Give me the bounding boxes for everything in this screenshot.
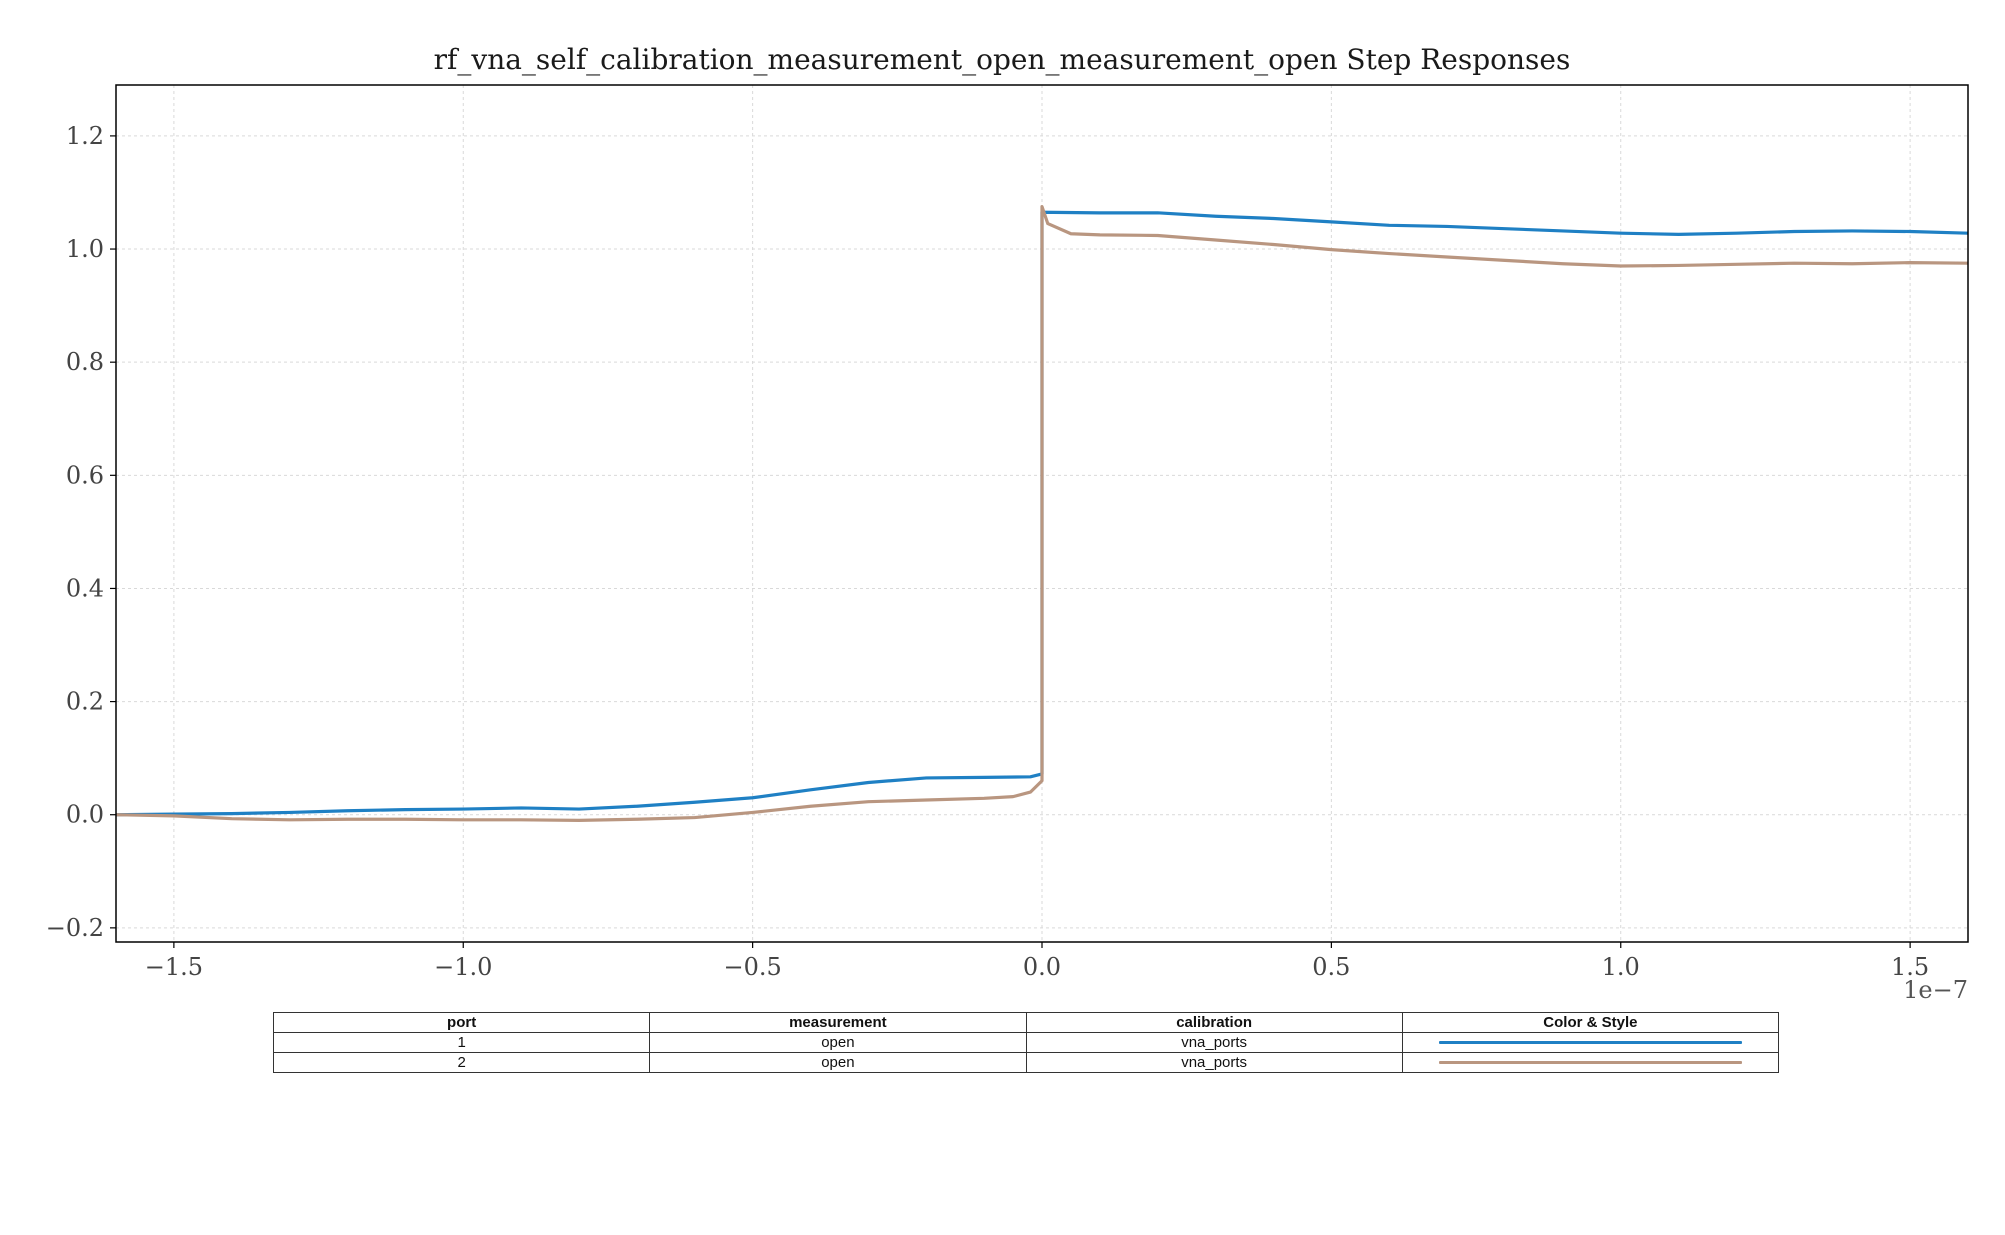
x-tick-label: 0.5 (1312, 953, 1350, 981)
y-tick-label: 0.4 (66, 574, 104, 602)
legend-row: 2 open vna_ports (272, 1052, 1780, 1073)
x-tick-label: 1.5 (1891, 953, 1929, 981)
calibration-cell: vna_ports (1025, 1032, 1403, 1053)
x-axis-offset-label: 1e−7 (1903, 976, 1968, 1000)
header-calibration: calibration (1025, 1012, 1403, 1033)
x-tick-label: 1.0 (1602, 953, 1640, 981)
header-measurement: measurement (649, 1012, 1027, 1033)
legend-header-row: port measurement calibration Color & Sty… (272, 1012, 1780, 1033)
axis-ticks: −1.5 −1.0 −0.5 0.0 0.5 1.0 1.5 −0.2 0.0 0.2 0.4 0.6… (46, 122, 1929, 981)
y-tick-label: 1.0 (66, 235, 104, 263)
x-tick-label: −1.5 (145, 953, 203, 981)
measurement-cell: open (649, 1032, 1027, 1053)
y-tick-label: 0.8 (66, 348, 104, 376)
legend-row: 1 open vna_ports (272, 1032, 1780, 1053)
y-tick-label: −0.2 (46, 914, 104, 942)
y-tick-label: 1.2 (66, 122, 104, 150)
legend-table: port measurement calibration Color & Sty… (272, 1012, 1780, 1073)
port-cell: 1 (272, 1032, 651, 1053)
line-style-swatch (1438, 1061, 1742, 1064)
line-style-swatch (1438, 1041, 1742, 1044)
color-style-cell (1401, 1052, 1780, 1073)
step-response-chart: rf_vna_self_calibration_measurement_open… (46, 43, 1969, 1000)
measurement-cell: open (649, 1052, 1027, 1073)
y-tick-label: 0.6 (66, 461, 104, 489)
y-tick-label: 0.2 (66, 688, 104, 716)
header-color-style: Color & Style (1401, 1012, 1780, 1033)
x-tick-label: −1.0 (434, 953, 492, 981)
header-port: port (272, 1012, 651, 1033)
x-tick-label: 0.0 (1023, 953, 1061, 981)
y-tick-label: 0.0 (66, 801, 104, 829)
chart-title: rf_vna_self_calibration_measurement_open… (434, 43, 1571, 76)
port-cell: 2 (272, 1052, 651, 1073)
series-line-2 (116, 205, 1968, 822)
calibration-cell: vna_ports (1025, 1052, 1403, 1073)
x-tick-label: −0.5 (723, 953, 781, 981)
plot-series (116, 205, 1968, 822)
color-style-cell (1401, 1032, 1780, 1053)
